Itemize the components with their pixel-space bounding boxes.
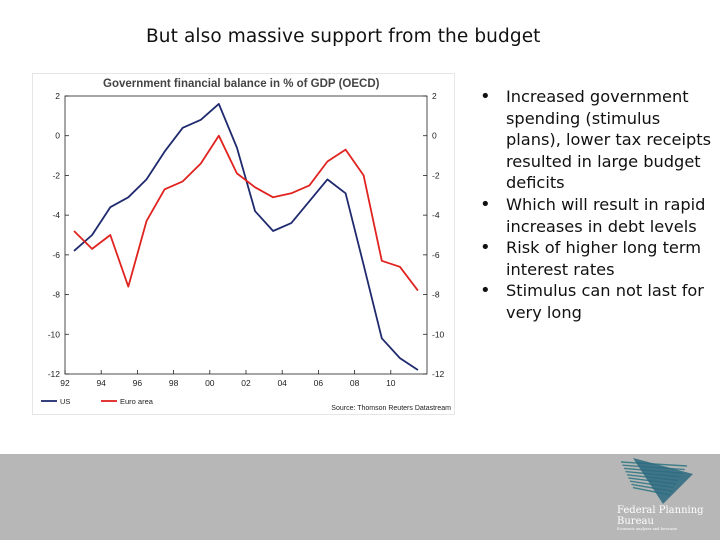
- bullet-item: • Risk of higher long term interest rates: [478, 237, 716, 280]
- footer-band: [0, 454, 720, 540]
- y-tick-label-right: -2: [432, 170, 440, 180]
- series-line-us: [73, 102, 419, 371]
- bullet-dot-icon: •: [480, 86, 491, 107]
- y-tick-label-right: 2: [432, 91, 437, 101]
- y-tick-label-left: -8: [52, 290, 60, 300]
- slide-title: But also massive support from the budget: [146, 26, 541, 47]
- x-tick-label: 00: [205, 378, 215, 388]
- bullet-text: Increased government spending (stimulus …: [506, 87, 712, 193]
- chart-title: Government financial balance in % of GDP…: [103, 78, 380, 90]
- logo-tagline: Economic analyses and forecasts: [617, 527, 678, 531]
- chart-panel: Government financial balance in % of GDP…: [33, 74, 454, 414]
- x-tick-label: 98: [169, 378, 179, 388]
- federal-planning-bureau-logo-icon: [620, 458, 693, 504]
- plot-frame: [64, 95, 428, 375]
- y-tick-label-left: -12: [48, 369, 61, 379]
- bullet-item: • Increased government spending (stimulus…: [478, 86, 716, 194]
- bullet-text: Which will result in rapid increases in …: [506, 194, 706, 236]
- y-tick-label-left: -4: [52, 210, 60, 220]
- y-tick-label-right: -4: [432, 210, 440, 220]
- bullet-text: Stimulus can not last for very long: [506, 281, 704, 322]
- x-tick-label: 02: [241, 378, 251, 388]
- y-tick-label-right: -6: [432, 250, 440, 260]
- y-tick-label-left: -6: [52, 250, 60, 260]
- y-tick-label-right: -8: [432, 290, 440, 300]
- y-tick-label-right: -12: [432, 369, 445, 379]
- legend-label: US: [60, 397, 70, 406]
- x-tick-label: 96: [133, 378, 143, 388]
- logo-name: Federal Planning Bureau: [617, 505, 704, 527]
- bullet-dot-icon: •: [480, 280, 491, 302]
- x-tick-label: 04: [277, 378, 287, 388]
- line-chart: Government financial balance in % of GDP…: [41, 78, 451, 412]
- chart-source: Source: Thomson Reuters Datastream: [331, 405, 451, 412]
- x-tick-label: 06: [314, 378, 324, 388]
- y-tick-label-right: 0: [432, 131, 437, 141]
- legend-label: Euro area: [120, 397, 154, 406]
- bullet-text: Risk of higher long term interest rates: [506, 238, 702, 279]
- x-tick-label: 94: [96, 378, 106, 388]
- x-tick-label: 08: [350, 378, 360, 388]
- series-line-euro-area: [73, 134, 419, 292]
- y-tick-label-left: 2: [55, 91, 60, 101]
- bullet-item: • Which will result in rapid increases in…: [478, 194, 716, 237]
- y-tick-label-left: -10: [48, 329, 61, 339]
- y-tick-label-left: -2: [52, 170, 60, 180]
- bullet-dot-icon: •: [480, 237, 491, 259]
- y-tick-label-right: -10: [432, 329, 445, 339]
- y-tick-label-left: 0: [55, 131, 60, 141]
- bullet-item: • Stimulus can not last for very long: [478, 280, 716, 323]
- x-tick-label: 92: [60, 378, 70, 388]
- logo-wedge-shape: [633, 458, 693, 504]
- bullet-list: • Increased government spending (stimulus…: [478, 86, 716, 324]
- bullet-dot-icon: •: [480, 193, 491, 215]
- x-tick-label: 10: [386, 378, 396, 388]
